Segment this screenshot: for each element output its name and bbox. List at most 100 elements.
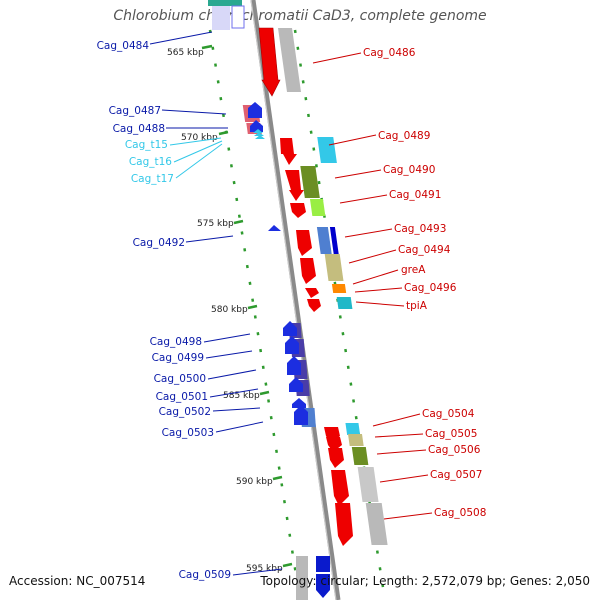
gene-label[interactable]: Cag_0509 <box>179 569 231 581</box>
gene-cag-0491-b <box>309 199 326 216</box>
leader-cag-0503 <box>215 421 264 433</box>
gene-label[interactable]: Cag_0508 <box>434 507 486 519</box>
gene-label[interactable]: Cag_0500 <box>154 373 206 385</box>
leader-cag-0494 <box>348 249 397 264</box>
leader-cag-0487 <box>161 109 227 115</box>
gene-cag-0486-shade <box>278 28 301 92</box>
label-leaders <box>149 31 433 576</box>
gene-cag-0490-b <box>300 166 320 198</box>
leader-cag-0501 <box>209 388 259 398</box>
leader-cag-0504 <box>372 413 421 427</box>
leader-cag-0505 <box>374 433 424 438</box>
gene-grea[interactable] <box>305 288 319 298</box>
gene-cag-0505[interactable] <box>326 437 342 452</box>
gene-label[interactable]: Cag_0501 <box>156 391 208 403</box>
gene-label[interactable]: Cag_0484 <box>97 40 150 52</box>
gene-cag-0507[interactable] <box>331 470 349 506</box>
leader-cag-0486 <box>312 52 362 64</box>
map-title: Chlorobium chlorochromatii CaD3, complet… <box>113 8 487 24</box>
gene-label[interactable]: Cag_0502 <box>159 406 211 418</box>
gene-cag-0489[interactable] <box>280 138 297 165</box>
leader-cag-t15 <box>169 137 222 146</box>
gene-label[interactable]: Cag_0493 <box>394 223 446 235</box>
gene-fragment-top-2 <box>212 6 230 30</box>
gene-cag-0486[interactable] <box>258 27 281 97</box>
gene-cag-0493-c <box>329 227 339 254</box>
gene-label[interactable]: Cag_0494 <box>398 244 451 256</box>
gene-cag-0492[interactable] <box>268 225 281 231</box>
kbp-tick: 585 kbp <box>223 390 270 401</box>
gene-cag-0504[interactable] <box>324 427 340 444</box>
gene-cag-0500-arrow <box>287 356 301 375</box>
gene-label[interactable]: Cag_t16 <box>129 156 172 168</box>
leader-cag-0491 <box>339 194 388 204</box>
kbp-tick: 590 kbp <box>236 475 283 487</box>
gene-cag-0502-arrow[interactable] <box>292 398 306 408</box>
leader-cag-0509 <box>232 568 283 576</box>
gene-label[interactable]: Cag_t15 <box>125 139 168 151</box>
gene-cag-0493[interactable] <box>296 230 312 256</box>
gene-label[interactable]: Cag_t17 <box>131 173 174 185</box>
kbp-tick-label: 595 kbp <box>246 564 283 574</box>
gene-cag-0507-b <box>357 467 379 502</box>
gene-label[interactable]: Cag_0488 <box>113 123 165 135</box>
gene-cag-0496[interactable] <box>307 299 321 312</box>
gene-label[interactable]: Cag_0499 <box>152 352 204 364</box>
gene-grea-b <box>331 284 347 293</box>
kbp-ticks: 565 kbp 570 kbp 575 kbp 580 kbp 585 kbp … <box>167 44 293 574</box>
gene-label[interactable]: Cag_0496 <box>404 282 457 294</box>
leader-cag-0493 <box>344 228 393 238</box>
gene-label[interactable]: Cag_0505 <box>425 428 477 440</box>
gene-label[interactable]: Cag_0490 <box>383 164 435 176</box>
gene-label[interactable]: greA <box>401 264 426 276</box>
left-gene-labels: Cag_0484 Cag_0487 Cag_0488 Cag_t15 Cag_t… <box>97 40 231 581</box>
gene-cag-0505-b <box>347 434 364 446</box>
gene-cag-0503-arrow <box>294 405 308 425</box>
gene-label[interactable]: Cag_0486 <box>363 47 416 59</box>
gene-cag-0488-arrow <box>250 120 263 132</box>
gene-tpia[interactable] <box>336 297 353 309</box>
trna-cag-t15[interactable] <box>253 129 263 133</box>
kbp-tick: 570 kbp <box>181 130 229 143</box>
leader-cag-0484 <box>149 31 213 45</box>
gene-label[interactable]: Cag_0498 <box>150 336 202 348</box>
gene-fragment-bottom <box>296 556 308 600</box>
gene-fragment-top <box>208 0 242 6</box>
leader-cag-0502 <box>212 407 261 412</box>
gene-cag-0493-b <box>316 227 332 254</box>
gene-label[interactable]: Cag_0503 <box>162 427 214 439</box>
gene-label[interactable]: Cag_0489 <box>378 130 430 142</box>
gene-label[interactable]: Cag_0487 <box>109 105 161 117</box>
gene-label[interactable]: Cag_0504 <box>422 408 475 420</box>
gene-label[interactable]: Cag_0506 <box>428 444 481 456</box>
gene-cag-0487-arrow <box>248 102 262 118</box>
gene-cag-0494-b <box>324 254 344 281</box>
gene-cag-0491[interactable] <box>290 203 306 218</box>
gene-label[interactable]: Cag_0507 <box>430 469 482 481</box>
kbp-tick-label: 575 kbp <box>197 219 234 229</box>
trna-cag-t17[interactable] <box>255 135 265 139</box>
genome-summary-text: Topology: circular; Length: 2,572,079 bp… <box>260 574 590 588</box>
leader-cag-0496 <box>354 287 403 293</box>
kbp-tick: 580 kbp <box>211 304 258 315</box>
gene-cag-0494[interactable] <box>300 258 316 284</box>
gene-label[interactable]: Cag_0492 <box>133 237 185 249</box>
kbp-tick-label: 565 kbp <box>167 48 204 58</box>
gene-cag-0498-arrow <box>283 321 297 336</box>
gene-label[interactable]: tpiA <box>406 300 428 312</box>
gene-fragment-bottom-2 <box>316 556 330 572</box>
backbone-line <box>250 0 341 600</box>
gene-label[interactable]: Cag_0491 <box>389 189 441 201</box>
gene-cag-0508[interactable] <box>335 503 353 546</box>
gene-cag-0506[interactable] <box>328 448 344 468</box>
gene-cag-0490[interactable] <box>285 170 304 201</box>
forward-strand-features <box>242 102 316 427</box>
kbp-tick: 575 kbp <box>197 219 244 229</box>
leader-grea <box>352 269 399 285</box>
kbp-tick-label: 590 kbp <box>236 477 273 487</box>
leader-cag-0492 <box>185 235 234 243</box>
leader-cag-0506 <box>376 449 427 455</box>
kbp-tick-label: 570 kbp <box>181 133 218 143</box>
trna-cag-t16[interactable] <box>254 132 264 136</box>
leader-cag-0508 <box>383 512 433 520</box>
